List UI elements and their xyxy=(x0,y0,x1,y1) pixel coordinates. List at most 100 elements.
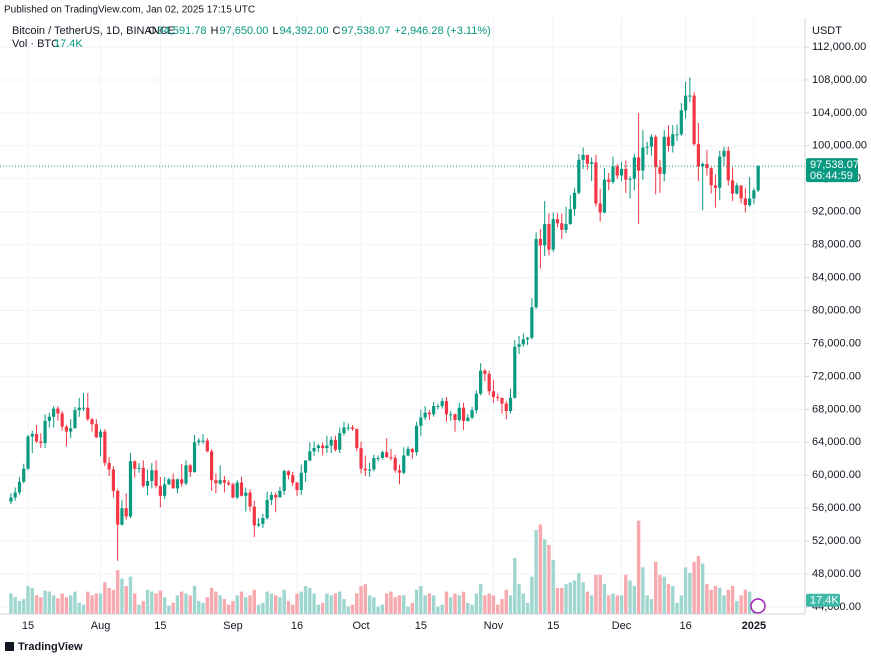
candle-body xyxy=(154,470,158,486)
candle-body xyxy=(483,370,487,374)
candle-body xyxy=(312,448,316,452)
volume-bar xyxy=(517,584,521,614)
x-tick-label: 15 xyxy=(547,620,559,632)
candle-body xyxy=(432,406,436,415)
volume-bar xyxy=(431,595,436,614)
volume-bar xyxy=(167,605,171,614)
volume-bar xyxy=(137,604,141,614)
candle-body xyxy=(555,219,560,224)
candle-body xyxy=(662,136,666,174)
y-tick-label: 104,000.00 xyxy=(812,107,867,119)
candle-body xyxy=(73,410,77,429)
volume-bar xyxy=(607,595,611,614)
volume-bar xyxy=(17,600,22,614)
volume-bar xyxy=(692,561,696,614)
volume-bar xyxy=(145,589,150,614)
volume-bar xyxy=(231,600,235,614)
volume-bar xyxy=(722,595,726,614)
volume-bar xyxy=(534,530,538,614)
candle-body xyxy=(350,427,355,430)
candle-body xyxy=(637,157,641,171)
volume-bar xyxy=(124,586,128,614)
volume-bar xyxy=(508,595,513,614)
candle-body xyxy=(393,457,397,471)
candle-body xyxy=(158,485,162,496)
candle-body xyxy=(30,434,34,437)
candle-body xyxy=(748,198,752,206)
volume-bar xyxy=(440,604,444,614)
candle-body xyxy=(90,419,94,425)
candle-body xyxy=(551,219,555,250)
volume-bar xyxy=(333,593,338,614)
y-tick-label: 100,000.00 xyxy=(812,140,867,152)
volume-bar xyxy=(115,570,120,614)
volume-bar xyxy=(158,590,163,614)
volume-bar xyxy=(13,597,17,614)
volume-bar xyxy=(470,604,474,614)
published: Published on TradingView.com, Jan 02, 20… xyxy=(4,5,255,16)
candle-body xyxy=(239,482,244,496)
candle-body xyxy=(103,431,107,463)
candle-body xyxy=(13,492,17,498)
candle-body xyxy=(150,470,154,481)
candle-body xyxy=(201,440,205,442)
volume-bar xyxy=(743,589,748,614)
candle-body xyxy=(9,497,13,502)
last-price-box xyxy=(806,158,858,183)
candle-body xyxy=(17,481,22,493)
volume-bar xyxy=(671,586,675,614)
candle-body xyxy=(517,344,521,347)
volume-bar xyxy=(581,582,585,614)
volume-box xyxy=(806,593,840,607)
volume-bar xyxy=(329,595,333,614)
candle-body xyxy=(77,407,81,411)
volume-bar xyxy=(256,604,261,614)
candle-body xyxy=(688,95,692,97)
volume-bar xyxy=(269,593,274,614)
volume-bar xyxy=(69,595,73,614)
candle-body xyxy=(705,163,709,169)
y-tick-label: 60,000.00 xyxy=(812,469,861,481)
volume-bar xyxy=(244,597,248,614)
volume-value: 17.4K xyxy=(54,38,83,50)
candle-body xyxy=(645,146,649,148)
candle-body xyxy=(261,518,265,524)
volume-bar xyxy=(252,589,257,614)
candle-body xyxy=(735,185,739,194)
volume-bar xyxy=(282,589,286,614)
volume-bar xyxy=(120,578,124,614)
candle-body xyxy=(333,439,338,450)
candle-body xyxy=(248,492,252,507)
volume-bar xyxy=(547,544,551,614)
candle-body xyxy=(380,452,385,458)
volume-bar xyxy=(222,599,227,614)
candle-body xyxy=(679,110,683,135)
candle-body xyxy=(602,179,607,213)
volume-bar xyxy=(355,593,359,614)
y-tick-label: 64,000.00 xyxy=(812,436,861,448)
candle-body xyxy=(218,480,222,484)
candle-body xyxy=(252,506,256,526)
volume-bar xyxy=(86,591,90,614)
volume-bar xyxy=(436,606,440,614)
candle-body xyxy=(329,439,333,446)
volume-bar xyxy=(577,572,581,614)
volume-bar xyxy=(653,561,658,614)
volume-bar xyxy=(47,591,52,614)
candle-body xyxy=(124,508,128,517)
brand: TradingView xyxy=(18,641,83,653)
volume-bar xyxy=(572,580,577,614)
candle-body xyxy=(675,134,679,136)
alert-icon[interactable] xyxy=(750,598,766,614)
candle-body xyxy=(479,370,483,394)
candle-body xyxy=(278,490,282,498)
volume-bar xyxy=(530,576,534,614)
y-tick-label: 68,000.00 xyxy=(812,403,861,415)
volume-bar xyxy=(521,593,526,614)
candle-body xyxy=(615,166,619,176)
volume-bar xyxy=(474,593,479,614)
candle-body xyxy=(487,373,491,392)
y-tick-label: 72,000.00 xyxy=(812,370,861,382)
ohlc-key: C xyxy=(332,25,340,37)
candle-body xyxy=(671,134,675,146)
